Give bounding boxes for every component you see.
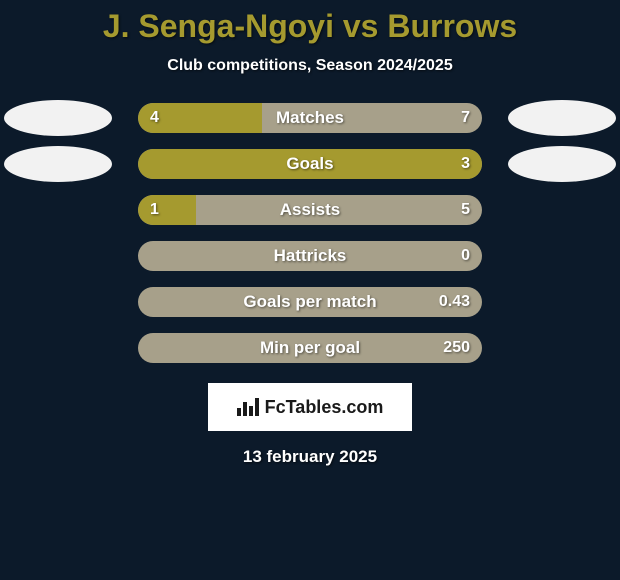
bar-fill	[138, 149, 482, 179]
comparison-row: 250Min per goal	[0, 333, 620, 363]
branding-badge: FcTables.com	[208, 383, 412, 431]
bar-fill	[138, 195, 196, 225]
bar-track: 15Assists	[138, 195, 482, 225]
bar-track: 47Matches	[138, 103, 482, 133]
bars-icon	[237, 398, 259, 416]
comparison-row: 0Hattricks	[0, 241, 620, 271]
value-left: 1	[150, 195, 159, 225]
page-title: J. Senga-Ngoyi vs Burrows	[0, 0, 620, 45]
bar-track: 3Goals	[138, 149, 482, 179]
player-left-avatar	[4, 100, 112, 136]
page-subtitle: Club competitions, Season 2024/2025	[0, 57, 620, 75]
bar-label: Min per goal	[138, 333, 482, 363]
branding-text: FcTables.com	[265, 397, 384, 418]
comparison-row: 47Matches	[0, 103, 620, 133]
comparison-row: 0.43Goals per match	[0, 287, 620, 317]
player-right-avatar	[508, 100, 616, 136]
footer-date: 13 february 2025	[0, 447, 620, 467]
bar-track: 250Min per goal	[138, 333, 482, 363]
player-left-avatar	[4, 146, 112, 182]
bar-label: Goals per match	[138, 287, 482, 317]
value-right: 3	[461, 149, 470, 179]
value-right: 0.43	[439, 287, 470, 317]
value-right: 7	[461, 103, 470, 133]
player-right-avatar	[508, 146, 616, 182]
value-left: 4	[150, 103, 159, 133]
bar-label: Hattricks	[138, 241, 482, 271]
value-right: 250	[443, 333, 470, 363]
bar-track: 0.43Goals per match	[138, 287, 482, 317]
comparison-row: 15Assists	[0, 195, 620, 225]
bar-track: 0Hattricks	[138, 241, 482, 271]
value-right: 5	[461, 195, 470, 225]
comparison-row: 3Goals	[0, 149, 620, 179]
comparison-chart: 47Matches3Goals15Assists0Hattricks0.43Go…	[0, 103, 620, 363]
value-right: 0	[461, 241, 470, 271]
